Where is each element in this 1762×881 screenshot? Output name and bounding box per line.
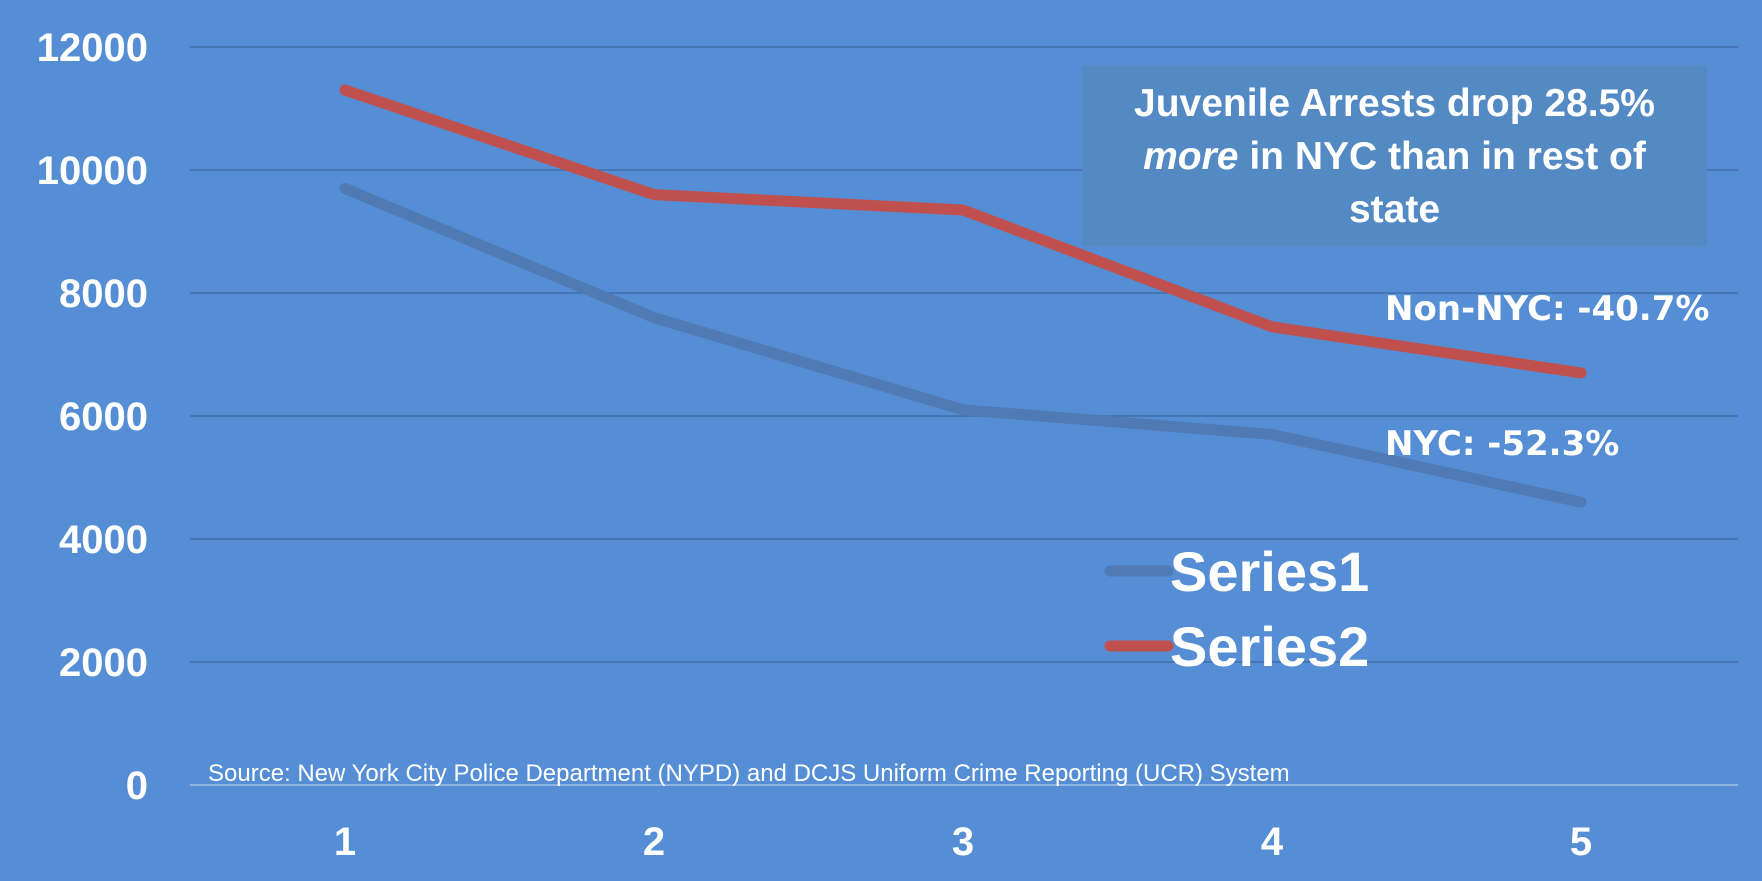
y-tick-label: 10000 xyxy=(37,149,148,193)
headline-emphasis: more xyxy=(1143,134,1239,178)
x-tick-label: 2 xyxy=(643,820,665,864)
y-tick-label: 6000 xyxy=(59,395,148,439)
series-1-point xyxy=(1580,501,1582,503)
non-nyc-label: Non-NYC: -40.7% xyxy=(1385,289,1709,329)
y-axis-ticks: 0 2000 4000 6000 8000 10000 12000 xyxy=(37,26,148,808)
series-2-point xyxy=(1580,372,1582,374)
headline-part-2: in NYC than in rest of state xyxy=(1238,134,1646,231)
headline-part-1: Juvenile Arrests drop 28.5% xyxy=(1134,81,1655,125)
nyc-label: NYC: -52.3% xyxy=(1385,424,1619,464)
x-tick-label: 3 xyxy=(952,820,974,864)
x-tick-label: 4 xyxy=(1261,820,1284,864)
y-tick-label: 12000 xyxy=(37,26,148,70)
series-2-point xyxy=(653,194,655,196)
series-2-point xyxy=(344,89,346,91)
legend: Series1 Series2 xyxy=(1104,540,1369,678)
series-2-point xyxy=(962,209,964,211)
y-tick-label: 4000 xyxy=(59,518,148,562)
legend-label-series-1: Series1 xyxy=(1170,540,1369,603)
y-tick-label: 2000 xyxy=(59,641,148,685)
series-lines xyxy=(339,84,1587,508)
x-axis-ticks: 1 2 3 4 5 xyxy=(334,820,1592,864)
legend-label-series-2: Series2 xyxy=(1170,615,1369,678)
x-tick-label: 1 xyxy=(334,820,356,864)
y-tick-label: 8000 xyxy=(59,272,148,316)
headline-text: Juvenile Arrests drop 28.5% more in NYC … xyxy=(1096,77,1693,236)
headline-annotation: Juvenile Arrests drop 28.5% more in NYC … xyxy=(1082,66,1707,246)
series-1-point xyxy=(962,409,964,411)
source-note: Source: New York City Police Department … xyxy=(208,760,1290,787)
y-tick-label: 0 xyxy=(126,764,148,808)
x-tick-label: 5 xyxy=(1570,820,1592,864)
gridlines xyxy=(190,46,1738,786)
series-1-point xyxy=(1271,433,1273,435)
series-2-point xyxy=(1271,326,1273,328)
series-1-point xyxy=(344,187,346,189)
series-1-point xyxy=(653,317,655,319)
